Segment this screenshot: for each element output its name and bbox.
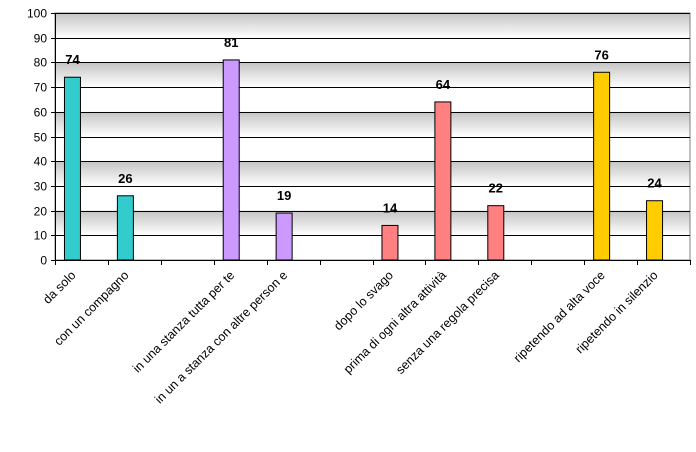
plot-band [55, 235, 690, 260]
y-axis-tick-labels: 0 10 20 30 40 50 60 70 80 90 100 [27, 7, 55, 268]
axes [55, 13, 691, 265]
bar [381, 224, 399, 261]
y-tick-label: 10 [34, 229, 48, 243]
y-tick-label: 90 [34, 32, 48, 46]
plot-area [54, 12, 691, 261]
plot-band [55, 62, 690, 88]
y-tick-label: 80 [34, 56, 48, 70]
data-label: 81 [224, 35, 238, 50]
y-tick-label: 60 [34, 106, 48, 120]
bar [593, 71, 611, 261]
bar [222, 59, 240, 261]
y-tick-label: 100 [27, 7, 47, 21]
plot-band [55, 87, 690, 112]
bar [434, 101, 452, 261]
plot-band [55, 13, 690, 38]
data-label: 76 [594, 47, 608, 62]
data-label: 26 [118, 171, 132, 186]
plot-band [55, 37, 690, 63]
plot-band [55, 161, 690, 186]
data-label: 74 [65, 52, 80, 67]
y-tick-label: 40 [34, 155, 48, 169]
bar [116, 195, 134, 261]
value-labels: 74 26 81 19 14 64 22 76 24 [65, 35, 662, 215]
y-tick-label: 50 [34, 131, 48, 145]
plot-band [55, 136, 690, 162]
bars [63, 59, 664, 261]
y-tick-label: 70 [34, 81, 48, 95]
y-tick-label: 0 [40, 254, 47, 268]
x-category-label: in una stanza tutta per te [130, 268, 237, 375]
bar [646, 200, 664, 261]
bar [487, 205, 505, 261]
x-category-label: prima di ogni altra attività [341, 268, 449, 376]
x-category-label: senza una regola precisa [393, 268, 502, 377]
bar [275, 212, 293, 261]
plot-band [55, 210, 690, 236]
data-label: 14 [383, 200, 398, 215]
data-label: 24 [647, 176, 662, 191]
bar [63, 76, 81, 261]
data-label: 19 [277, 188, 291, 203]
y-tick-label: 20 [34, 205, 48, 219]
x-category-label: ripetendo ad alta voce [511, 268, 608, 365]
y-tick-label: 30 [34, 180, 48, 194]
data-label: 22 [489, 181, 503, 196]
plot-band [55, 185, 690, 211]
plot-band [55, 111, 690, 137]
data-label: 64 [436, 77, 451, 92]
x-category-label: da solo [40, 268, 78, 306]
